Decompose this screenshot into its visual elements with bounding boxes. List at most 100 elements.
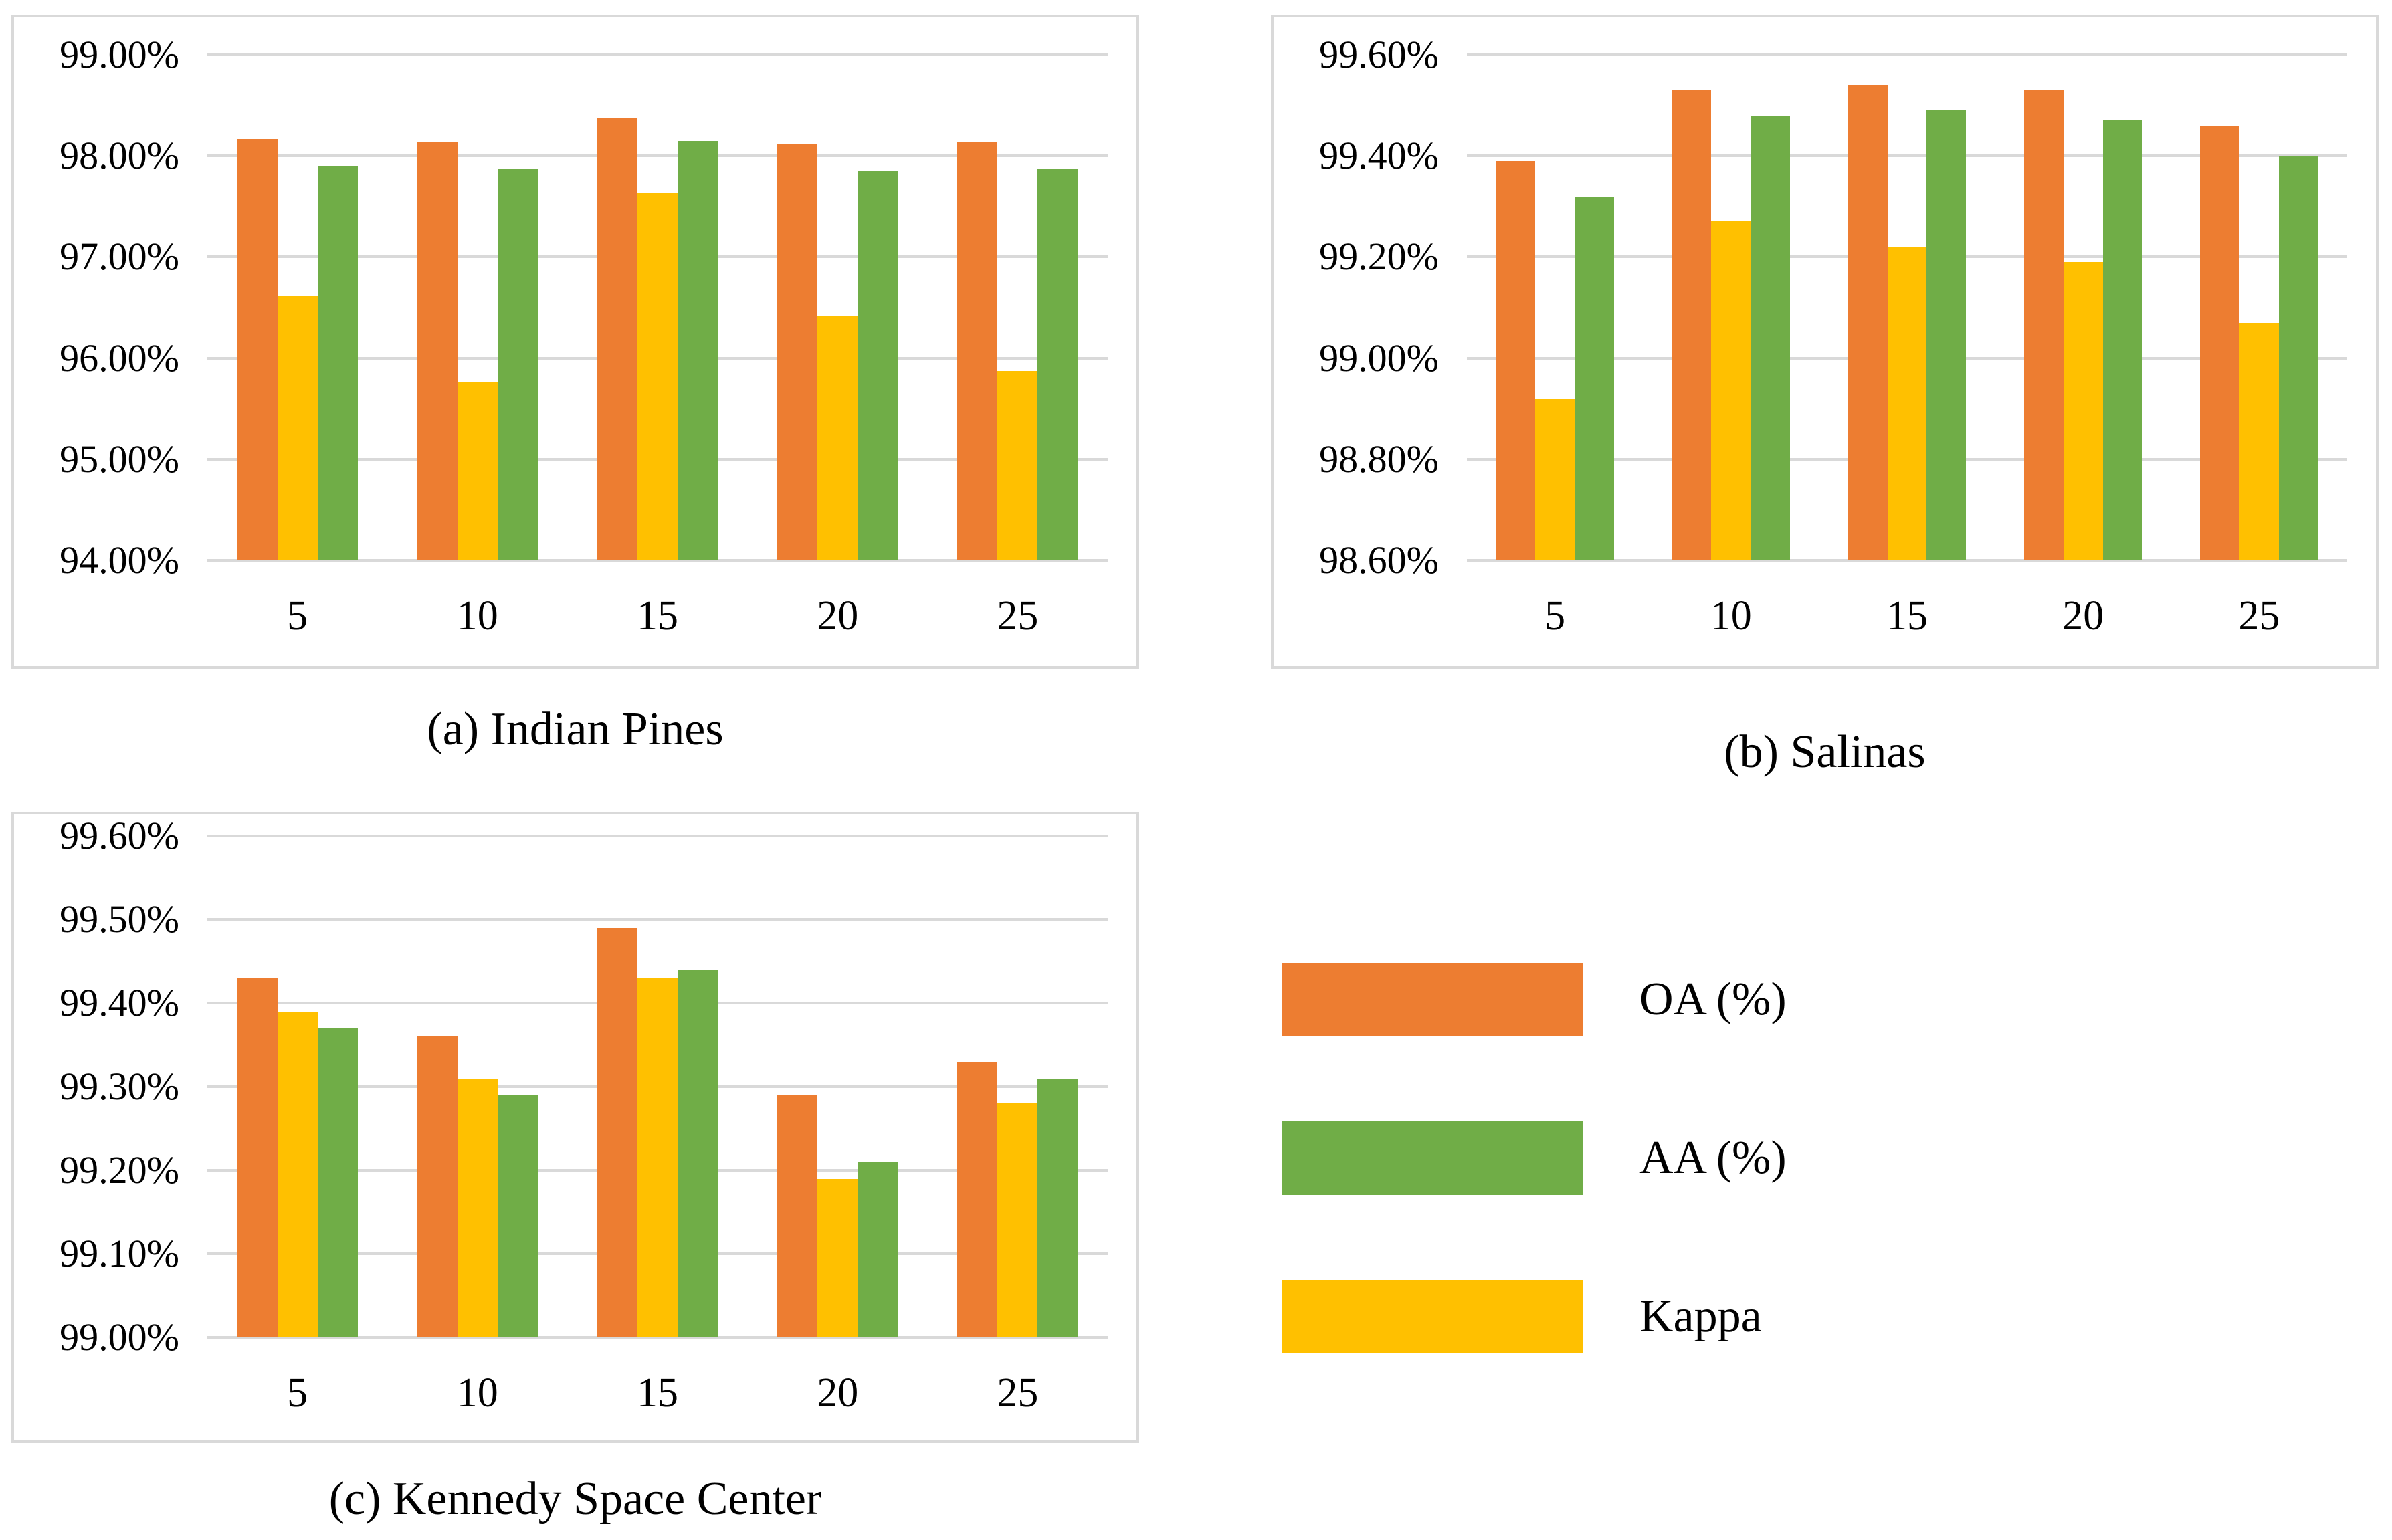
bar-kappa-x10 <box>1711 221 1751 560</box>
bar-oa-x10 <box>417 142 458 560</box>
caption-kennedy-space-center: (c) Kennedy Space Center <box>328 1473 822 1525</box>
bar-oa-x15 <box>597 927 637 1337</box>
y-axis-tick-label: 95.00% <box>60 437 179 481</box>
gridline <box>207 154 1108 158</box>
bar-kappa-x20 <box>817 316 858 560</box>
bar-oa-x15 <box>1848 85 1888 560</box>
y-axis-tick-label: 98.80% <box>1319 437 1439 481</box>
bar-aa-x5 <box>317 166 358 560</box>
bar-aa-x5 <box>317 1028 358 1337</box>
bar-kappa-x25 <box>997 1103 1038 1337</box>
gridline <box>207 53 1108 56</box>
y-axis-tick-label: 99.20% <box>60 1148 179 1192</box>
bar-kappa-x15 <box>637 193 678 560</box>
bar-oa-x20 <box>2024 90 2064 560</box>
x-axis-tick-label: 15 <box>1886 593 1928 639</box>
bar-kappa-x20 <box>2063 261 2103 560</box>
caption-salinas: (b) Salinas <box>1724 726 1926 778</box>
y-axis-tick-label: 99.10% <box>60 1232 179 1275</box>
bar-kappa-x5 <box>277 295 318 560</box>
y-axis-tick-label: 97.00% <box>60 235 179 279</box>
bar-aa-x15 <box>678 970 718 1337</box>
bar-aa-x25 <box>1037 1078 1078 1337</box>
bar-oa-x10 <box>1672 90 1712 560</box>
bar-kappa-x15 <box>637 978 678 1337</box>
y-axis-tick-label: 99.30% <box>60 1065 179 1108</box>
bar-aa-x20 <box>858 171 898 560</box>
gridline <box>207 1336 1108 1339</box>
bar-kappa-x25 <box>2239 322 2279 560</box>
legend-label-kappa: Kappa <box>1639 1291 1762 1342</box>
chart-panel-indian-pines: 99.00% 98.00% 97.00% 96.00% 95.00% 94.00% 5 10 1… <box>11 15 1139 669</box>
bar-aa-x15 <box>1926 110 1967 560</box>
legend-swatch-aa-icon <box>1282 1121 1583 1195</box>
x-axis-tick-label: 25 <box>997 1370 1039 1416</box>
x-axis-tick-label: 10 <box>1710 593 1752 639</box>
y-axis-tick-label: 99.50% <box>60 897 179 941</box>
plot-area-indian-pines: 99.00% 98.00% 97.00% 96.00% 95.00% 94.00% 5 10 1… <box>60 35 1108 637</box>
x-axis-tick-label: 25 <box>2238 593 2280 639</box>
bar-aa-x10 <box>497 1095 538 1337</box>
x-axis-tick-label: 5 <box>287 1370 308 1416</box>
bar-oa-x25 <box>957 142 998 560</box>
bar-oa-x5 <box>237 138 278 560</box>
y-axis-tick-label: 98.00% <box>60 134 179 178</box>
x-axis-tick-label: 15 <box>637 593 678 639</box>
gridline <box>1467 559 2347 562</box>
gridline <box>1467 154 2347 158</box>
y-axis-tick-label: 96.00% <box>60 336 179 380</box>
caption-indian-pines: (a) Indian Pines <box>427 703 724 755</box>
x-axis-tick-label: 15 <box>637 1370 678 1416</box>
y-axis-tick-label: 99.00% <box>1319 336 1439 380</box>
gridline <box>207 559 1108 562</box>
x-axis-tick-label: 20 <box>817 593 859 639</box>
chart-panel-salinas: 99.60% 99.40% 99.20% 99.00% 98.80% 98.60% 5 10 1… <box>1271 15 2379 669</box>
bar-aa-x15 <box>678 140 718 560</box>
legend-item-aa: AA (%) <box>1282 1121 1787 1195</box>
x-axis-tick-label: 20 <box>817 1370 859 1416</box>
x-axis-tick-label: 20 <box>2062 593 2104 639</box>
y-axis-tick-label: 99.00% <box>60 1315 179 1359</box>
x-axis-tick-label: 5 <box>1544 593 1566 639</box>
y-axis-tick-label: 99.00% <box>60 33 179 76</box>
y-axis-tick-label: 99.20% <box>1319 235 1439 279</box>
bar-aa-x10 <box>497 169 538 560</box>
bar-oa-x10 <box>417 1036 458 1337</box>
bar-oa-x25 <box>957 1061 998 1337</box>
chart-panel-kennedy-space-center: 99.60% 99.50% 99.40% 99.30% 99.20% 99.10% 99.0… <box>11 812 1139 1443</box>
legend-swatch-oa-icon <box>1282 963 1583 1036</box>
y-axis-tick-label: 99.40% <box>60 981 179 1024</box>
x-axis-tick-label: 5 <box>287 593 308 639</box>
bar-kappa-x5 <box>277 1011 318 1337</box>
bar-kappa-x20 <box>817 1178 858 1337</box>
y-axis-tick-label: 99.40% <box>1319 134 1439 178</box>
bar-kappa-x25 <box>997 371 1038 560</box>
y-axis-tick-label: 94.00% <box>60 538 179 582</box>
bar-oa-x25 <box>2200 125 2240 560</box>
bar-oa-x15 <box>597 118 637 560</box>
x-axis-tick-label: 10 <box>456 593 498 639</box>
bar-aa-x10 <box>1751 115 1790 560</box>
bar-aa-x25 <box>1037 169 1078 560</box>
bar-oa-x5 <box>237 978 278 1337</box>
legend: OA (%) AA (%) Kappa <box>1282 963 1787 1438</box>
bar-oa-x5 <box>1496 160 1536 560</box>
bar-kappa-x10 <box>457 382 498 560</box>
gridline <box>1467 53 2347 56</box>
legend-item-oa: OA (%) <box>1282 963 1787 1036</box>
gridline <box>207 835 1108 837</box>
bar-aa-x25 <box>2278 156 2318 560</box>
bar-oa-x20 <box>777 1095 818 1337</box>
legend-label-aa: AA (%) <box>1639 1132 1787 1184</box>
y-axis-tick-label: 99.60% <box>1319 33 1439 76</box>
bar-aa-x20 <box>858 1162 898 1337</box>
plot-area-salinas: 99.60% 99.40% 99.20% 99.00% 98.80% 98.60% 5 10 1… <box>1319 35 2347 637</box>
bar-aa-x5 <box>1574 196 1614 560</box>
y-axis-tick-label: 98.60% <box>1319 538 1439 582</box>
bar-oa-x20 <box>777 144 818 560</box>
plot-area-kennedy-space-center: 99.60% 99.50% 99.40% 99.30% 99.20% 99.10% 99.0… <box>60 816 1108 1414</box>
bar-kappa-x10 <box>457 1078 498 1337</box>
x-axis-tick-label: 10 <box>456 1370 498 1416</box>
y-axis-tick-label: 99.60% <box>60 814 179 857</box>
